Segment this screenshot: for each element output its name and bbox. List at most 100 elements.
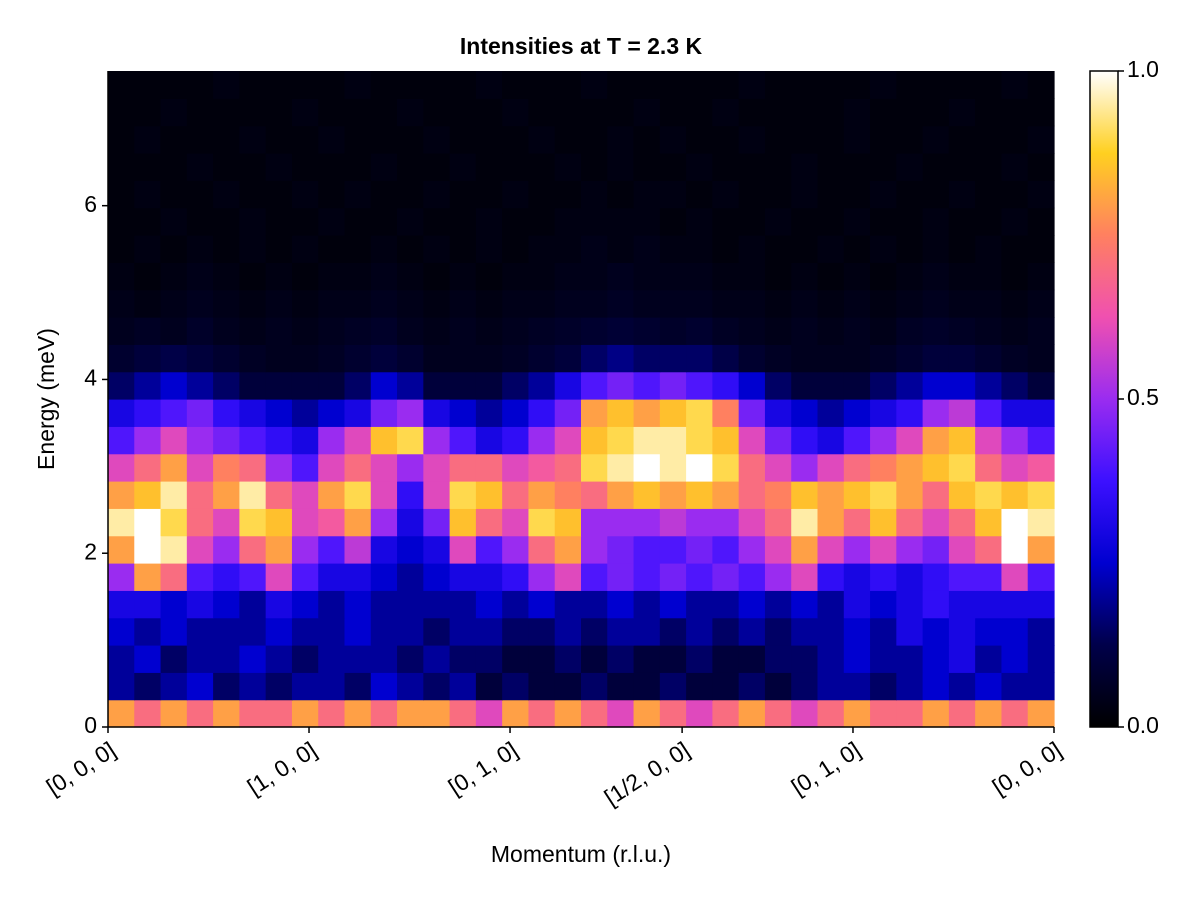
heatmap-cell bbox=[896, 481, 924, 509]
heatmap-cell bbox=[1001, 617, 1029, 646]
heatmap-cell bbox=[449, 207, 477, 236]
heatmap-cell bbox=[948, 153, 976, 181]
heatmap-cell bbox=[791, 125, 819, 154]
heatmap-cell bbox=[843, 645, 871, 673]
heatmap-cell bbox=[213, 563, 240, 591]
heatmap-cell bbox=[633, 344, 661, 373]
heatmap-cell bbox=[633, 672, 661, 701]
heatmap-cell bbox=[896, 508, 924, 537]
heatmap-cell bbox=[738, 399, 766, 427]
heatmap-cell bbox=[186, 262, 214, 291]
heatmap-cell bbox=[843, 98, 871, 127]
heatmap-cell bbox=[134, 289, 162, 318]
heatmap-cell bbox=[528, 535, 556, 564]
heatmap-cell bbox=[502, 672, 530, 701]
heatmap-cell bbox=[423, 317, 451, 345]
heatmap-cell bbox=[712, 98, 740, 127]
heatmap-cell bbox=[239, 453, 267, 482]
heatmap-cell bbox=[186, 535, 214, 564]
heatmap-cell bbox=[160, 399, 188, 427]
heatmap-cell bbox=[633, 262, 661, 291]
heatmap-cell bbox=[370, 317, 398, 345]
heatmap-cell bbox=[870, 289, 897, 318]
heatmap-cell bbox=[475, 235, 503, 263]
heatmap-cell bbox=[607, 481, 635, 509]
heatmap-cell bbox=[791, 699, 819, 728]
heatmap-cell bbox=[344, 262, 372, 291]
heatmap-cell bbox=[896, 453, 924, 482]
heatmap-cell bbox=[213, 399, 240, 427]
heatmap-cell bbox=[186, 672, 214, 701]
heatmap-cell bbox=[160, 535, 188, 564]
heatmap-cell bbox=[870, 399, 897, 427]
heatmap-cell bbox=[318, 235, 346, 263]
heatmap-cell bbox=[764, 699, 792, 728]
heatmap-cell bbox=[712, 590, 740, 619]
heatmap-cell bbox=[870, 590, 897, 619]
heatmap-cell bbox=[1027, 153, 1055, 181]
heatmap-cell bbox=[975, 535, 1003, 564]
heatmap-cell bbox=[475, 207, 503, 236]
heatmap-cell bbox=[423, 672, 451, 701]
heatmap-cell bbox=[318, 508, 346, 537]
heatmap-cell bbox=[1027, 371, 1055, 400]
heatmap-cell bbox=[134, 344, 162, 373]
heatmap-cell bbox=[344, 235, 372, 263]
heatmap-cell bbox=[1027, 344, 1055, 373]
heatmap-cell bbox=[423, 563, 451, 591]
heatmap-cell bbox=[922, 399, 950, 427]
heatmap-cell bbox=[607, 563, 635, 591]
heatmap-cell bbox=[318, 98, 346, 127]
heatmap-cell bbox=[896, 399, 924, 427]
heatmap-cell bbox=[213, 344, 240, 373]
heatmap-cell bbox=[528, 125, 556, 154]
heatmap-cell bbox=[686, 344, 713, 373]
heatmap-cell bbox=[975, 617, 1003, 646]
heatmap-cell bbox=[948, 98, 976, 127]
heatmap-cell bbox=[344, 153, 372, 181]
heatmap-cell bbox=[659, 399, 687, 427]
heatmap-cell bbox=[1027, 672, 1055, 701]
heatmap-cell bbox=[607, 289, 635, 318]
heatmap-cell bbox=[870, 207, 897, 236]
heatmap-cell bbox=[213, 617, 240, 646]
heatmap-cell bbox=[108, 535, 135, 564]
heatmap-cell bbox=[397, 207, 424, 236]
heatmap-cell bbox=[896, 535, 924, 564]
heatmap-cell bbox=[817, 453, 845, 482]
heatmap-cell bbox=[318, 453, 346, 482]
heatmap-cell bbox=[791, 617, 819, 646]
heatmap-cell bbox=[397, 426, 424, 455]
chart-title: Intensities at T = 2.3 K bbox=[460, 33, 703, 59]
heatmap-cell bbox=[475, 426, 503, 455]
heatmap-cell bbox=[738, 344, 766, 373]
heatmap-cell bbox=[528, 289, 556, 318]
heatmap-cell bbox=[186, 617, 214, 646]
heatmap-cell bbox=[870, 262, 897, 291]
heatmap-cell bbox=[633, 289, 661, 318]
heatmap-cell bbox=[633, 535, 661, 564]
heatmap-cell bbox=[791, 645, 819, 673]
heatmap-cell bbox=[817, 508, 845, 537]
heatmap-cell bbox=[423, 98, 451, 127]
heatmap-cell bbox=[344, 71, 372, 99]
heatmap-cell bbox=[370, 180, 398, 209]
heatmap-cell bbox=[475, 262, 503, 291]
heatmap-cell bbox=[186, 371, 214, 400]
heatmap-cell bbox=[186, 453, 214, 482]
heatmap-cell bbox=[817, 481, 845, 509]
heatmap-cell bbox=[948, 563, 976, 591]
heatmap-cell bbox=[1001, 508, 1029, 537]
heatmap-cell bbox=[449, 71, 477, 99]
heatmap-cell bbox=[239, 125, 267, 154]
heatmap-cell bbox=[791, 71, 819, 99]
heatmap-cell bbox=[581, 481, 608, 509]
heatmap-cell bbox=[265, 344, 293, 373]
heatmap-cell bbox=[397, 180, 424, 209]
heatmap-cell bbox=[712, 481, 740, 509]
heatmap-cell bbox=[633, 153, 661, 181]
heatmap-cell bbox=[213, 508, 240, 537]
heatmap-cell bbox=[186, 399, 214, 427]
heatmap-cell bbox=[1027, 563, 1055, 591]
